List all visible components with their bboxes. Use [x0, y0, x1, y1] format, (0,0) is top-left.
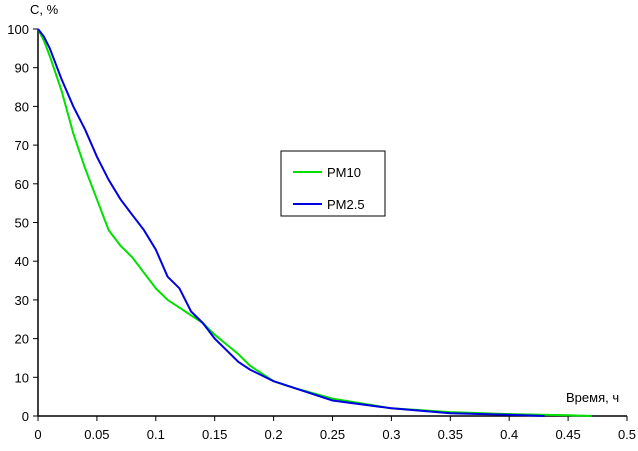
x-tick-label: 0.15 [202, 427, 227, 442]
x-tick-label: 0 [34, 427, 41, 442]
legend-label: PM10 [327, 165, 361, 180]
x-tick-label: 0.2 [265, 427, 283, 442]
y-tick-label: 50 [15, 216, 29, 231]
y-tick-label: 70 [15, 138, 29, 153]
series-line-pm10 [37, 28, 592, 417]
y-tick-label: 0 [22, 409, 29, 424]
legend-label: PM2.5 [327, 197, 365, 212]
x-tick-label: 0.35 [438, 427, 463, 442]
y-tick-label: 30 [15, 293, 29, 308]
y-axis-label: C, % [30, 2, 59, 17]
x-tick-label: 0.05 [84, 427, 109, 442]
y-tick-label: 100 [7, 22, 29, 37]
x-axis-label: Время, ч [566, 390, 619, 405]
y-tick-label: 80 [15, 99, 29, 114]
x-tick-label: 0.1 [147, 427, 165, 442]
x-tick-label: 0.3 [382, 427, 400, 442]
x-tick-label: 0.5 [618, 427, 636, 442]
x-tick-label: 0.4 [500, 427, 518, 442]
y-tick-label: 90 [15, 61, 29, 76]
y-tick-label: 10 [15, 370, 29, 385]
y-tick-label: 20 [15, 332, 29, 347]
x-tick-label: 0.45 [555, 427, 580, 442]
legend: PM10 PM2.5 [280, 150, 386, 217]
x-tick-label: 0.25 [320, 427, 345, 442]
series-line-pm25 [37, 28, 545, 417]
y-tick-label: 60 [15, 177, 29, 192]
y-tick-label: 40 [15, 254, 29, 269]
